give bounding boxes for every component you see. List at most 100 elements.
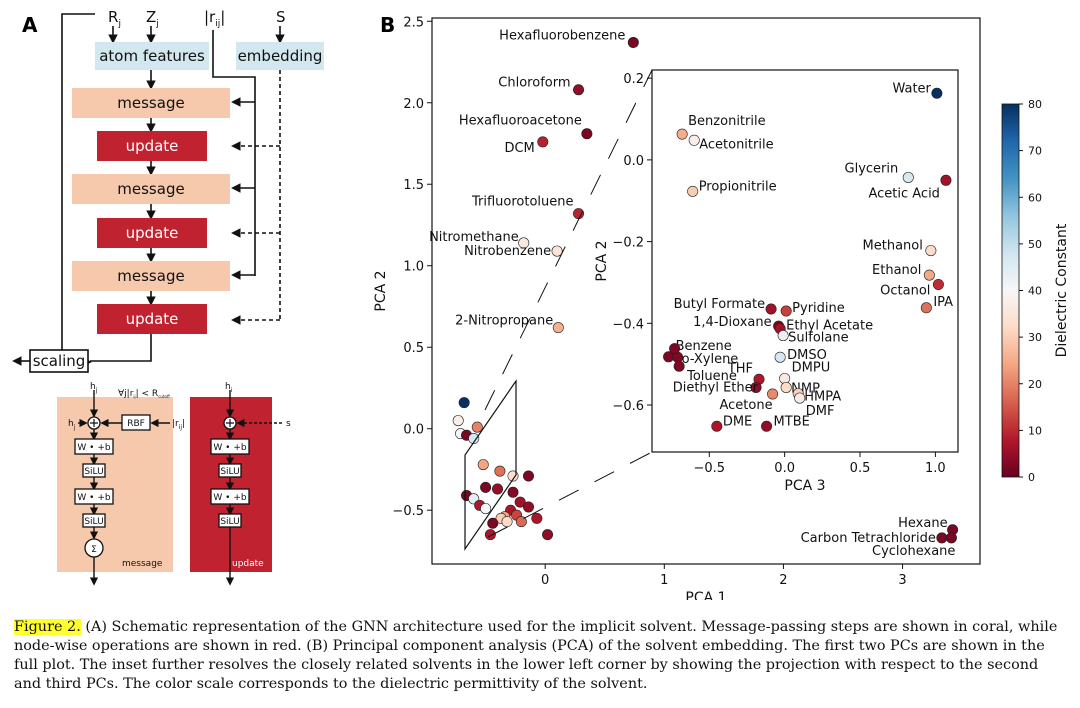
message-detail-hj-top: hj [90,382,98,394]
solvent-point [480,481,492,493]
solvent-point [673,360,685,372]
solvent-label: DMF [806,404,835,419]
colorbar-tick-label: 80 [1028,98,1042,111]
panel-b-pca-plot: B 0 1 2 3 −0.5 0.0 0.5 1.0 1.5 2.0 2.5 PCA 1 PCA 2 He… [373,13,1070,600]
solvent-label: Water [892,81,931,96]
main-xaxis-title: PCA 1 [685,590,726,600]
inset-pca-scatter: −0.5 0.0 0.5 1.0 −0.6 −0.4 −0.2 0.0 0.2 PCA 3 PCA … [594,69,959,494]
solvent-point [531,512,543,524]
update-detail-s: s [286,419,291,429]
block-update-2: update [97,218,207,248]
main-ytick-label: 2.5 [403,15,424,30]
main-ytick-label: −0.5 [392,504,424,519]
colorbar-title: Dielectric Constant [1054,223,1070,357]
solvent-label: 2-Nitropropane [455,314,553,329]
solvent-point [501,516,513,528]
main-ytick-label: 1.0 [403,260,424,275]
colorbar-gradient [1001,103,1020,478]
solvent-label: Benzene [676,339,732,354]
solvent-label: Nitrobenzene [464,244,551,259]
sum-symbol: Σ [91,545,97,555]
message-linear-1-label: W • +b [77,443,110,453]
solvent-label: o-Xylene [682,352,739,367]
solvent-point [507,486,519,498]
main-ytick-label: 2.0 [403,97,424,112]
block-message-2-label: message [117,180,184,198]
solvent-label: Ethanol [872,263,921,278]
solvent-label: Octanol [880,283,930,298]
solvent-label: HMPA [804,390,841,405]
figure-2: A Rj Zj |rij| S atom features embedding … [12,8,1070,600]
main-ytick-label: 0.0 [403,423,424,438]
embedding-box [236,42,324,70]
solvent-point [552,322,564,334]
solvent-point [765,303,777,315]
block-update-3-label: update [126,310,179,328]
input-rij-label: |rij| [204,8,225,29]
solvent-point [514,496,526,508]
solvent-label: DCM [504,141,534,156]
inset-xtick-label: 1.0 [925,461,946,476]
block-update-3: update [97,304,207,334]
panel-a-letter: A [22,13,38,37]
solvent-label: DMPU [792,360,831,375]
inset-yaxis-title: PCA 2 [594,240,610,281]
colorbar-tick-label: 50 [1028,238,1042,251]
solvent-point [537,136,549,148]
inset-ytick-label: 0.0 [623,154,644,169]
solvent-point [522,470,534,482]
solvent-label: Toluene [686,369,737,384]
solvent-label: Pyridine [792,301,845,316]
solvent-point [477,459,489,471]
message-detail-panel: hj ∀j|rij| < Rcutoff hj RBF |rij| W • +b… [57,382,185,586]
solvent-label: Glycerin [845,161,899,176]
embedding-label: embedding [238,47,323,65]
solvent-point [518,237,530,249]
solvent-point [573,208,585,220]
solvent-label: Acetone [719,398,772,413]
solvent-point [551,245,563,257]
colorbar-tick-label: 70 [1028,145,1042,158]
block-update-1-label: update [126,137,179,155]
main-xtick-label: 3 [898,573,906,588]
figure-caption: Figure 2. (A) Schematic representation o… [14,618,1068,694]
colorbar-tick-label: 0 [1028,471,1035,484]
solvent-label: MTBE [774,414,810,429]
update-silu-2-label: SiLU [220,517,239,527]
solvent-point [515,516,527,528]
solvent-label: Cyclohexane [872,544,955,559]
solvent-label: Sulfolane [788,331,848,346]
update-to-scaling-line [90,334,152,362]
colorbar-tick-label: 40 [1028,285,1042,298]
solvent-point [779,372,791,384]
solvent-point [711,420,723,432]
input-r-label: Rj [108,8,121,29]
message-silu-1-label: SiLU [84,467,103,477]
solvent-point [925,245,937,257]
solvent-point [936,532,948,544]
message-detail-hj-left: hj [68,419,76,431]
main-xtick-label: 2 [779,573,787,588]
block-message-1-label: message [117,94,184,112]
colorbar-tick-label: 20 [1028,378,1042,391]
solvent-point [920,302,932,314]
solvent-point [945,532,957,544]
solvent-point [687,185,699,197]
rbf-label: RBF [127,419,145,429]
message-detail-rij: |rij| [172,419,185,431]
solvent-label: DME [723,414,752,429]
solvent-label: Hexafluorobenzene [499,28,625,43]
solvent-point [573,84,585,96]
solvent-point [902,171,914,183]
solvent-point [471,421,483,433]
solvent-point [767,388,779,400]
inset-frame [651,69,959,453]
main-xtick-label: 0 [541,573,549,588]
solvent-point [750,381,762,393]
solvent-label: Hexane [898,516,947,531]
message-silu-2-label: SiLU [84,517,103,527]
atom-features-label: atom features [99,47,205,65]
block-message-3: message [72,261,230,291]
block-message-3-label: message [117,267,184,285]
scaling-label: scaling [33,352,86,370]
